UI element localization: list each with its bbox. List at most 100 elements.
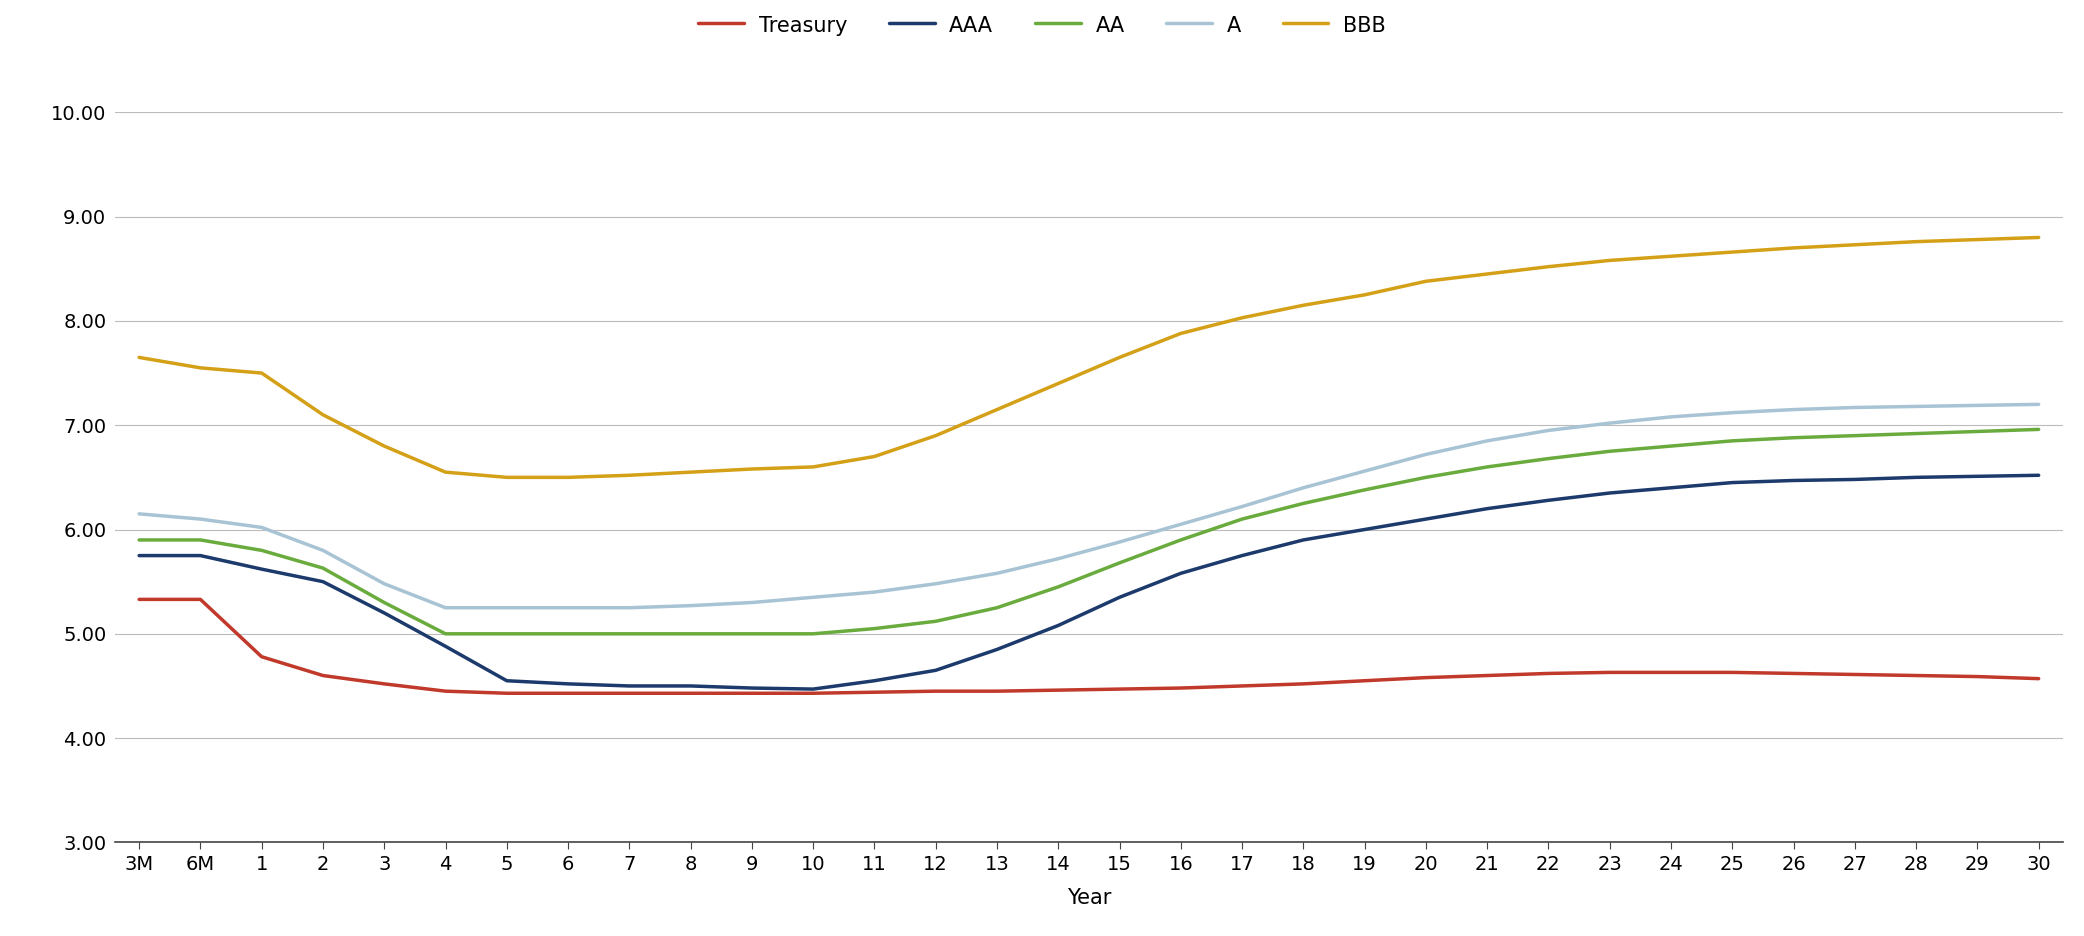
BBB (800, 461, 825, 473)
AA (740, 628, 765, 639)
BBB (494, 472, 519, 483)
BBB (188, 362, 213, 373)
AA (1475, 461, 1500, 473)
AAA (800, 683, 825, 695)
Treasury (371, 679, 396, 690)
Treasury (1353, 675, 1378, 686)
BBB (1413, 276, 1438, 287)
BBB (1596, 255, 1621, 266)
AAA (1169, 568, 1194, 579)
Line: Treasury: Treasury (140, 599, 2038, 694)
Treasury (1169, 682, 1194, 694)
AAA (1353, 524, 1378, 535)
AA (1659, 441, 1684, 452)
AAA (1596, 488, 1621, 499)
AAA (188, 550, 213, 562)
BBB (740, 463, 765, 475)
X-axis label: Year: Year (1067, 887, 1111, 908)
AA (127, 534, 152, 546)
AAA (1965, 471, 1990, 482)
AA (863, 623, 888, 635)
BBB (1046, 378, 1071, 389)
AA (2026, 424, 2051, 435)
Line: AAA: AAA (140, 475, 2038, 689)
Treasury (1536, 667, 1561, 679)
Treasury (2026, 673, 2051, 684)
Treasury (1413, 672, 1438, 683)
BBB (1536, 261, 1561, 272)
A (1230, 501, 1255, 512)
AAA (1046, 620, 1071, 631)
Treasury (1596, 666, 1621, 678)
AAA (127, 550, 152, 562)
A (433, 602, 458, 613)
A (677, 600, 702, 611)
AA (1903, 428, 1928, 439)
Treasury (1903, 670, 1928, 681)
A (494, 602, 519, 613)
Treasury (1046, 684, 1071, 695)
BBB (1903, 236, 1928, 247)
Treasury (1290, 679, 1315, 690)
BBB (677, 466, 702, 477)
A (1046, 553, 1071, 564)
AA (1719, 435, 1744, 446)
AAA (250, 563, 275, 575)
Treasury (923, 685, 948, 696)
BBB (250, 368, 275, 379)
AAA (311, 576, 336, 587)
AAA (1413, 514, 1438, 525)
Treasury (1475, 670, 1500, 681)
BBB (863, 451, 888, 462)
A (311, 545, 336, 556)
A (1353, 465, 1378, 476)
AAA (863, 675, 888, 686)
AAA (1903, 472, 1928, 483)
Treasury (863, 687, 888, 698)
AAA (677, 680, 702, 692)
A (1107, 536, 1132, 548)
A (1659, 411, 1684, 422)
BBB (1353, 289, 1378, 300)
A (923, 578, 948, 590)
Legend: Treasury, AAA, AA, A, BBB: Treasury, AAA, AA, A, BBB (698, 15, 1386, 36)
Treasury (617, 688, 642, 699)
Treasury (1230, 680, 1255, 692)
AAA (1290, 534, 1315, 546)
AA (556, 628, 581, 639)
AA (1596, 446, 1621, 457)
Treasury (1782, 667, 1807, 679)
AAA (617, 680, 642, 692)
Treasury (1965, 671, 1990, 682)
Line: BBB: BBB (140, 238, 2038, 477)
AAA (923, 665, 948, 676)
A (556, 602, 581, 613)
AAA (740, 682, 765, 694)
Line: AA: AA (140, 430, 2038, 634)
AA (250, 545, 275, 556)
AA (371, 597, 396, 608)
AAA (433, 641, 458, 652)
A (1842, 402, 1867, 413)
A (188, 514, 213, 525)
BBB (617, 470, 642, 481)
Treasury (740, 688, 765, 699)
Treasury (1719, 666, 1744, 678)
Treasury (188, 593, 213, 605)
AAA (1659, 482, 1684, 493)
BBB (1475, 269, 1500, 280)
BBB (1230, 313, 1255, 324)
Treasury (677, 688, 702, 699)
A (1290, 482, 1315, 493)
Treasury (1659, 666, 1684, 678)
Treasury (1842, 669, 1867, 680)
Treasury (127, 593, 152, 605)
A (2026, 399, 2051, 410)
AAA (371, 607, 396, 619)
Line: A: A (140, 404, 2038, 607)
BBB (1107, 352, 1132, 363)
BBB (1782, 242, 1807, 254)
BBB (984, 404, 1009, 416)
BBB (923, 430, 948, 441)
BBB (1659, 251, 1684, 262)
